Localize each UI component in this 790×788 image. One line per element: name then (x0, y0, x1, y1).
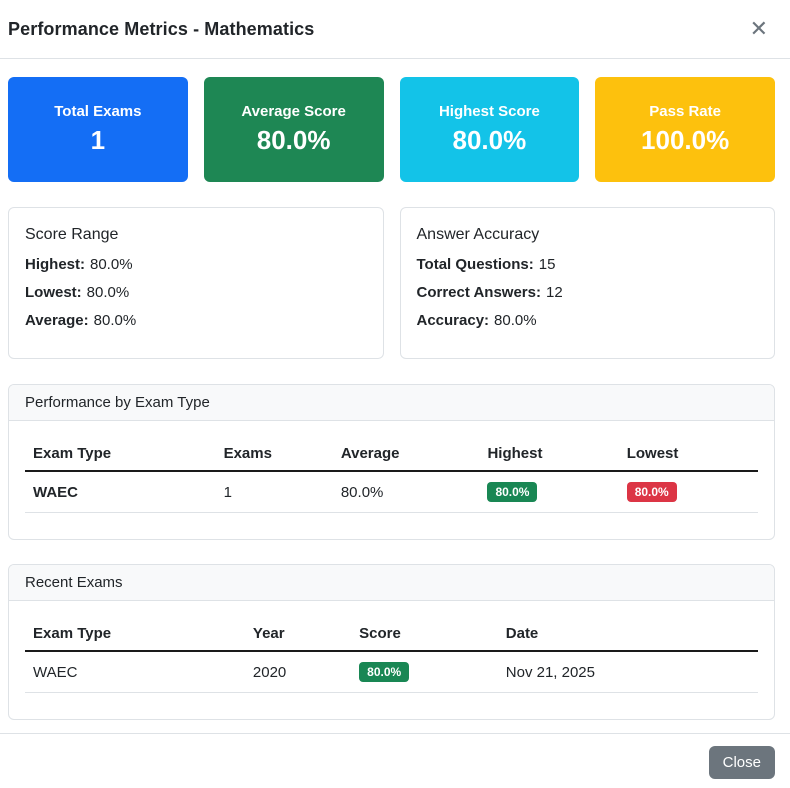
score-range-highest-value: 80.0% (90, 256, 133, 273)
modal-title: Performance Metrics - Mathematics (8, 18, 315, 39)
total-questions: Total Questions: 15 (417, 256, 759, 273)
stat-value: 80.0% (256, 125, 331, 155)
score-range-card: Score Range Highest: 80.0% Lowest: 80.0% A… (8, 207, 384, 359)
stat-card-highest-score: Highest Score 80.0% (399, 77, 580, 182)
correct-answers-value: 12 (545, 284, 563, 301)
score-range-lowest: Lowest: 80.0% (25, 284, 367, 301)
stat-card-average-score: Average Score 80.0% (203, 77, 384, 182)
accuracy: Accuracy: 80.0% (417, 312, 759, 329)
modal-body: Total Exams 1 Average Score 80.0% Highes… (0, 59, 790, 720)
total-questions-label: Total Questions: (416, 256, 534, 273)
correct-answers-label: Correct Answers: (416, 284, 541, 301)
col-lowest: Lowest (618, 437, 758, 472)
accuracy-label: Accuracy: (416, 312, 490, 329)
col-exam-type: Exam Type (25, 437, 216, 472)
highest-score-badge: 80.0% (487, 482, 538, 502)
performance-section-body: Exam Type Exams Average Highest Lowest W… (9, 421, 774, 539)
accuracy-value: 80.0% (494, 312, 537, 329)
cell-score: 80.0% (351, 651, 498, 693)
stat-value: 80.0% (452, 125, 527, 155)
stat-value: 100.0% (641, 125, 730, 155)
score-range-lowest-label: Lowest: (25, 284, 82, 301)
performance-by-exam-type-section: Performance by Exam Type Exam Type Exams… (8, 384, 775, 540)
col-score: Score (351, 617, 498, 652)
performance-section-title: Performance by Exam Type (9, 385, 774, 421)
correct-answers: Correct Answers: 12 (417, 284, 759, 301)
close-button[interactable]: Close (708, 746, 775, 779)
score-range-highest: Highest: 80.0% (25, 256, 367, 273)
performance-table-header-row: Exam Type Exams Average Highest Lowest (25, 437, 758, 472)
score-range-lowest-value: 80.0% (86, 284, 130, 301)
stat-card-pass-rate: Pass Rate 100.0% (595, 77, 775, 182)
score-range-title: Score Range (25, 226, 119, 243)
total-questions-value: 15 (538, 256, 556, 273)
score-range-average-value: 80.0% (93, 312, 137, 329)
stat-label: Average Score (241, 103, 346, 120)
answer-accuracy-title: Answer Accuracy (416, 226, 540, 243)
cell-highest: 80.0% (479, 471, 619, 513)
score-badge: 80.0% (359, 662, 410, 682)
score-range-highest-label: Highest: (25, 256, 85, 273)
col-date: Date (497, 617, 758, 652)
answer-accuracy-card: Answer Accuracy Total Questions: 15 Corre… (399, 207, 775, 359)
cell-date: Nov 21, 2025 (497, 651, 758, 693)
close-icon[interactable]: ✕ (746, 16, 772, 42)
stat-value: 1 (90, 125, 106, 155)
col-highest: Highest (479, 437, 619, 472)
score-range-average-label: Average: (25, 312, 89, 329)
stat-label: Pass Rate (649, 103, 721, 120)
cell-exam-type: WAEC (25, 471, 216, 513)
info-cards-row: Score Range Highest: 80.0% Lowest: 80.0% A… (8, 207, 775, 359)
table-row: WAEC 1 80.0% 80.0% 80.0% (25, 471, 758, 513)
modal-header: Performance Metrics - Mathematics ✕ (0, 0, 790, 59)
cell-exams: 1 (215, 471, 333, 513)
cell-exam-type: WAEC (25, 651, 245, 693)
cell-average: 80.0% (332, 471, 480, 513)
cell-lowest: 80.0% (618, 471, 758, 513)
score-range-average: Average: 80.0% (25, 312, 367, 329)
performance-table: Exam Type Exams Average Highest Lowest W… (25, 437, 758, 513)
col-year: Year (244, 617, 352, 652)
stat-card-total-exams: Total Exams 1 (8, 77, 188, 182)
stat-label: Highest Score (438, 103, 540, 120)
table-row: WAEC 2020 80.0% Nov 21, 2025 (25, 651, 758, 693)
col-exams: Exams (215, 437, 333, 472)
col-exam-type: Exam Type (25, 617, 245, 652)
col-average: Average (332, 437, 480, 472)
lowest-score-badge: 80.0% (626, 482, 677, 502)
recent-exams-header-row: Exam Type Year Score Date (25, 617, 758, 652)
stat-label: Total Exams (54, 103, 142, 120)
recent-exams-section: Recent Exams Exam Type Year Score Date W… (8, 564, 775, 720)
recent-exams-table: Exam Type Year Score Date WAEC 2020 80.0… (25, 617, 758, 693)
modal-footer: Close (0, 733, 790, 788)
recent-exams-title: Recent Exams (9, 565, 774, 601)
cell-year: 2020 (244, 651, 352, 693)
recent-exams-body: Exam Type Year Score Date WAEC 2020 80.0… (9, 601, 774, 719)
stat-cards-row: Total Exams 1 Average Score 80.0% Highes… (8, 77, 775, 182)
